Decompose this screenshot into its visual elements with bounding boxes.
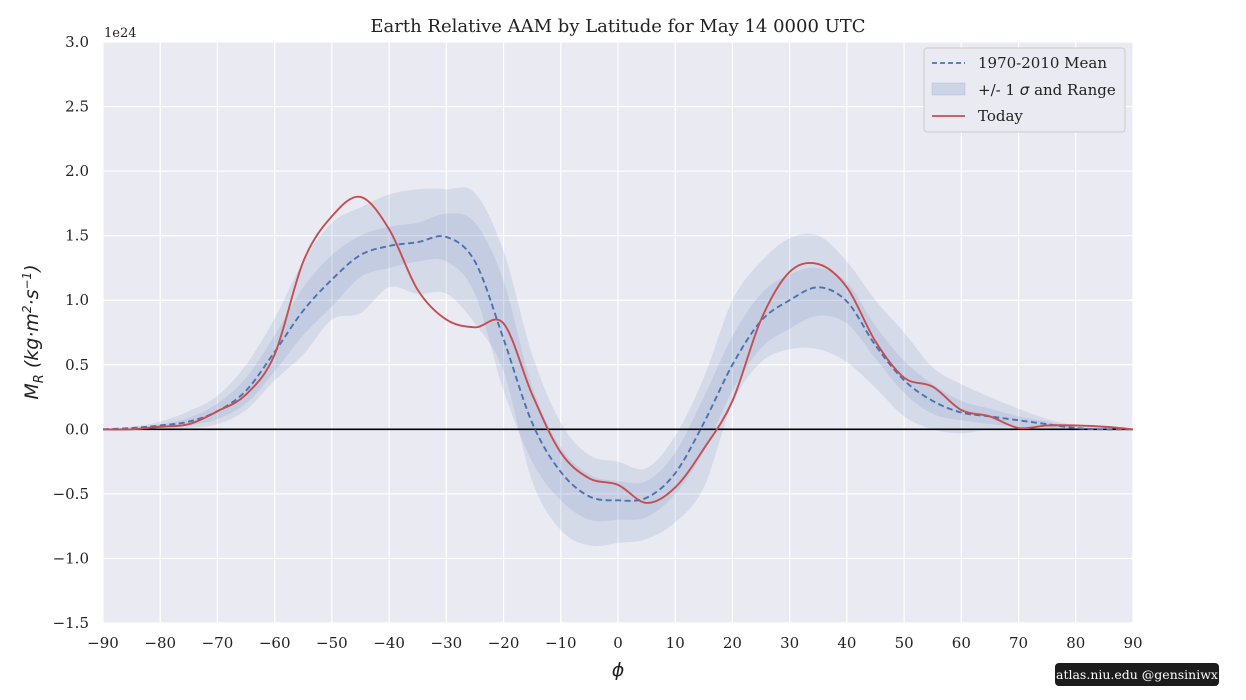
- legend-label-band-part1: +/- 1: [978, 81, 1020, 99]
- x-tick-label: 90: [1123, 634, 1142, 652]
- legend-label-band-part2: and Range: [1029, 81, 1116, 99]
- x-tick-label: 30: [780, 634, 799, 652]
- y-tick-label: 3.0: [65, 33, 89, 51]
- x-tick-label: 60: [952, 634, 971, 652]
- x-tick-label: −70: [202, 634, 234, 652]
- y-axis-units-sup2: −1: [20, 272, 34, 290]
- y-axis-ticks: −1.5 −1.0 −0.5 0.0 0.5 1.0 1.5 2.0 2.5 3.0: [53, 33, 89, 632]
- y-axis-units: (kg·m: [21, 313, 43, 374]
- shaded-bands: [103, 187, 1133, 547]
- grid: [102, 41, 1134, 624]
- legend-label-band-sigma: σ: [1020, 81, 1030, 99]
- series-line-1970-2010-mean: [102, 235, 1134, 502]
- y-axis-units-close: ): [21, 264, 43, 273]
- series-lines: [102, 195, 1134, 504]
- y-tick-label: 1.5: [65, 227, 89, 245]
- y-offset-label: 1e24: [104, 26, 137, 41]
- x-tick-label: 70: [1009, 634, 1028, 652]
- x-tick-label: −90: [87, 634, 119, 652]
- legend-label-today: Today: [978, 107, 1023, 125]
- x-tick-label: −20: [488, 634, 520, 652]
- y-tick-label: −1.5: [53, 614, 89, 632]
- x-tick-label: −80: [144, 634, 176, 652]
- y-tick-label: −0.5: [53, 485, 89, 503]
- x-tick-label: −50: [316, 634, 348, 652]
- y-axis-label: MR (kg·m2·s−1): [20, 264, 47, 399]
- y-axis-subscript: R: [32, 374, 47, 383]
- x-tick-label: −30: [431, 634, 463, 652]
- y-tick-label: 2.5: [65, 98, 89, 116]
- legend-label-mean: 1970-2010 Mean: [978, 54, 1107, 72]
- y-tick-label: 0.5: [65, 356, 89, 374]
- x-tick-label: −60: [259, 634, 291, 652]
- y-tick-label: 1.0: [65, 291, 89, 309]
- x-tick-label: 20: [723, 634, 742, 652]
- legend: 1970-2010 Mean +/- 1 σ and Range Today: [923, 47, 1126, 133]
- x-tick-label: 0: [613, 634, 623, 652]
- band-range: [103, 187, 1133, 547]
- legend-label-band: +/- 1 σ and Range: [978, 81, 1116, 99]
- y-tick-label: −1.0: [53, 549, 89, 567]
- series-line-today: [102, 195, 1134, 504]
- watermark-badge: atlas.niu.edu @gensiniwx: [1055, 663, 1219, 686]
- x-tick-label: −40: [373, 634, 405, 652]
- legend-swatch-band: [931, 82, 966, 96]
- x-tick-label: 80: [1066, 634, 1085, 652]
- x-axis-ticks: −90 −80 −70 −60 −50 −40 −30 −20 −10 0 10 20 30 40 50 60…: [87, 634, 1142, 652]
- legend-frame: [923, 47, 1126, 133]
- y-tick-label: 0.0: [65, 420, 89, 438]
- x-axis-label: ϕ: [612, 659, 625, 681]
- y-axis-units-mid: ·s: [21, 289, 43, 305]
- x-tick-label: −10: [545, 634, 577, 652]
- x-tick-label: 10: [666, 634, 685, 652]
- y-axis-symbol: M: [21, 383, 43, 399]
- y-tick-label: 2.0: [65, 162, 89, 180]
- y-axis-units-sup1: 2: [20, 305, 34, 313]
- x-tick-label: 50: [895, 634, 914, 652]
- chart-title: Earth Relative AAM by Latitude for May 1…: [370, 16, 865, 37]
- x-tick-label: 40: [837, 634, 856, 652]
